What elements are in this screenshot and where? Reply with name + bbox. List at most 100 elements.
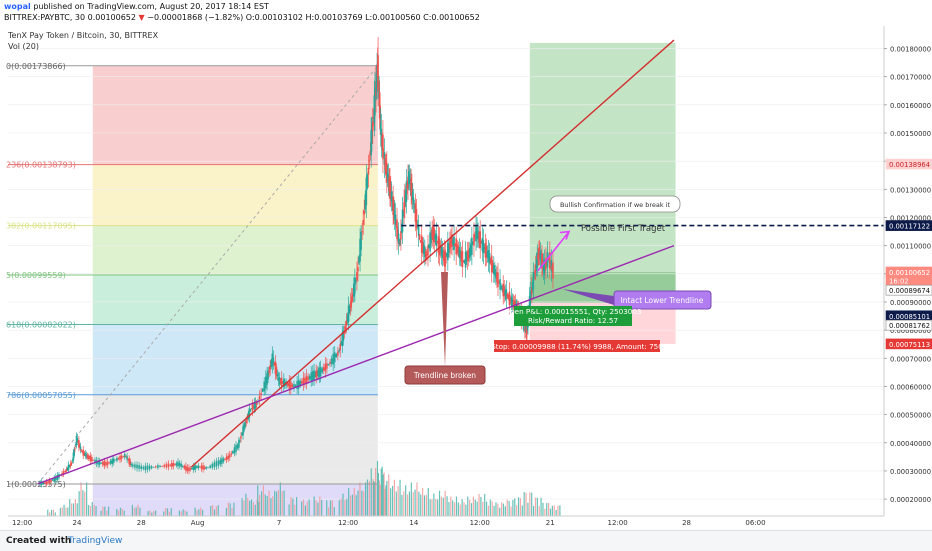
volume-bar [52,509,55,516]
candle-body [89,455,92,462]
volume-bar [202,509,204,516]
price-change: −0.00001868 (−1.82%) [147,13,244,22]
price-label-box [885,220,932,231]
volume-bar [194,507,196,516]
price-tick-label: 0.00130000 [890,186,931,194]
volume-bar [448,502,450,516]
price-tick-label: 0.00090000 [890,299,931,307]
candle-body [87,455,90,460]
candle-body [494,269,496,276]
candle-body [477,230,479,240]
candle-body [47,481,49,484]
candle-body [424,248,426,258]
candle-body [327,363,330,366]
candle-body [382,134,384,160]
price-label-text: 0.00138964 [889,161,930,169]
time-tick-label: 12:00 [338,519,358,527]
price-series [37,37,554,488]
volume-bar [435,498,437,516]
candle-body [103,461,106,466]
candle-body [449,240,451,250]
candle-body [108,462,110,464]
price-chart[interactable]: 0(0.00173866) 236(0.00138793) 382(0.001170… [0,0,932,530]
candle-body [315,370,317,378]
stop-box [494,340,660,352]
candle-body [497,272,499,287]
candle-body [167,463,170,468]
volume-bar [529,492,531,516]
time-tick-label: 7 [277,519,281,527]
candle-body [489,258,492,264]
pnl-line1: Open P&L: 0.00015551, Qty: 2503003 [504,307,641,316]
volume-bar [254,504,256,516]
candle-body [470,244,472,256]
publish-info: wopal published on TradingView.com, Augu… [4,2,269,11]
price-tick-label: 0.00030000 [890,468,931,476]
candle-body [399,238,401,246]
price-tick-label: 0.00120000 [890,214,931,222]
volume-bar [135,507,137,516]
volume-bar [474,499,476,516]
time-axis[interactable]: 12:00 24 28 Aug 7 12:00 14 12:00 21 12:00 28 06:00 [8,515,884,527]
candle-body [341,332,344,347]
candle-body [194,465,197,470]
candle-body [447,242,449,261]
volume-bar [429,499,431,516]
price-label-box [885,338,932,350]
candle-body [510,296,513,306]
volume-bar [553,505,555,516]
candle-body [78,444,81,448]
candle-body [163,464,165,467]
volume-bar [406,494,409,516]
volume-bar [355,495,357,516]
candle-body [273,362,276,366]
candle-body [217,460,220,466]
candle-body [178,463,181,466]
candle-body [365,177,368,206]
price-label-text: 0.00117122 [889,223,930,231]
volume-bar [437,499,439,516]
volume-bar [104,506,106,516]
volume-bar [478,493,480,516]
volume-bar [469,499,471,516]
candle-body [123,453,126,458]
price-tick-label: 0.00170000 [890,74,931,82]
candle-body [144,465,147,471]
candle-body [311,371,314,381]
candle-body [76,437,79,442]
candle-body [496,272,498,283]
candle-body [498,281,500,283]
price-tick-label: 0.00080000 [890,327,931,335]
candle-body [484,243,487,258]
tradingview-logo[interactable]: TradingView [68,536,123,546]
trendlines[interactable] [37,39,884,485]
volume-bar [342,493,344,516]
volume-bar [329,500,332,516]
volume-bar [268,490,270,516]
candle-body [482,240,485,254]
price-axis[interactable]: 0.00180000 0.00170000 0.00160000 0.00150000… [883,26,932,516]
candle-body [125,455,127,457]
price-label-text: 0.00089674 [889,287,930,295]
candle-body [454,243,456,247]
price-label-text: 0.00081762 [889,322,930,330]
fib-band [92,483,378,516]
volume-bar [431,499,433,516]
volume-bar [107,506,110,516]
candle-body [368,160,371,162]
price-tick-label: 0.00050000 [890,412,931,420]
candle-body [533,275,535,277]
volume-bar [401,494,403,516]
pnl-box [514,306,632,326]
volume-bar [506,499,508,516]
volume-bar [257,485,259,516]
candle-body [129,460,132,466]
candle-body [228,454,231,458]
price-tick-label: 0.00110000 [890,243,931,251]
candle-body [314,373,316,376]
volume-bar [327,507,330,516]
candle-body [318,368,321,377]
volume-bar [378,480,380,516]
author-name[interactable]: wopal [4,2,31,11]
candle-body [452,239,454,246]
